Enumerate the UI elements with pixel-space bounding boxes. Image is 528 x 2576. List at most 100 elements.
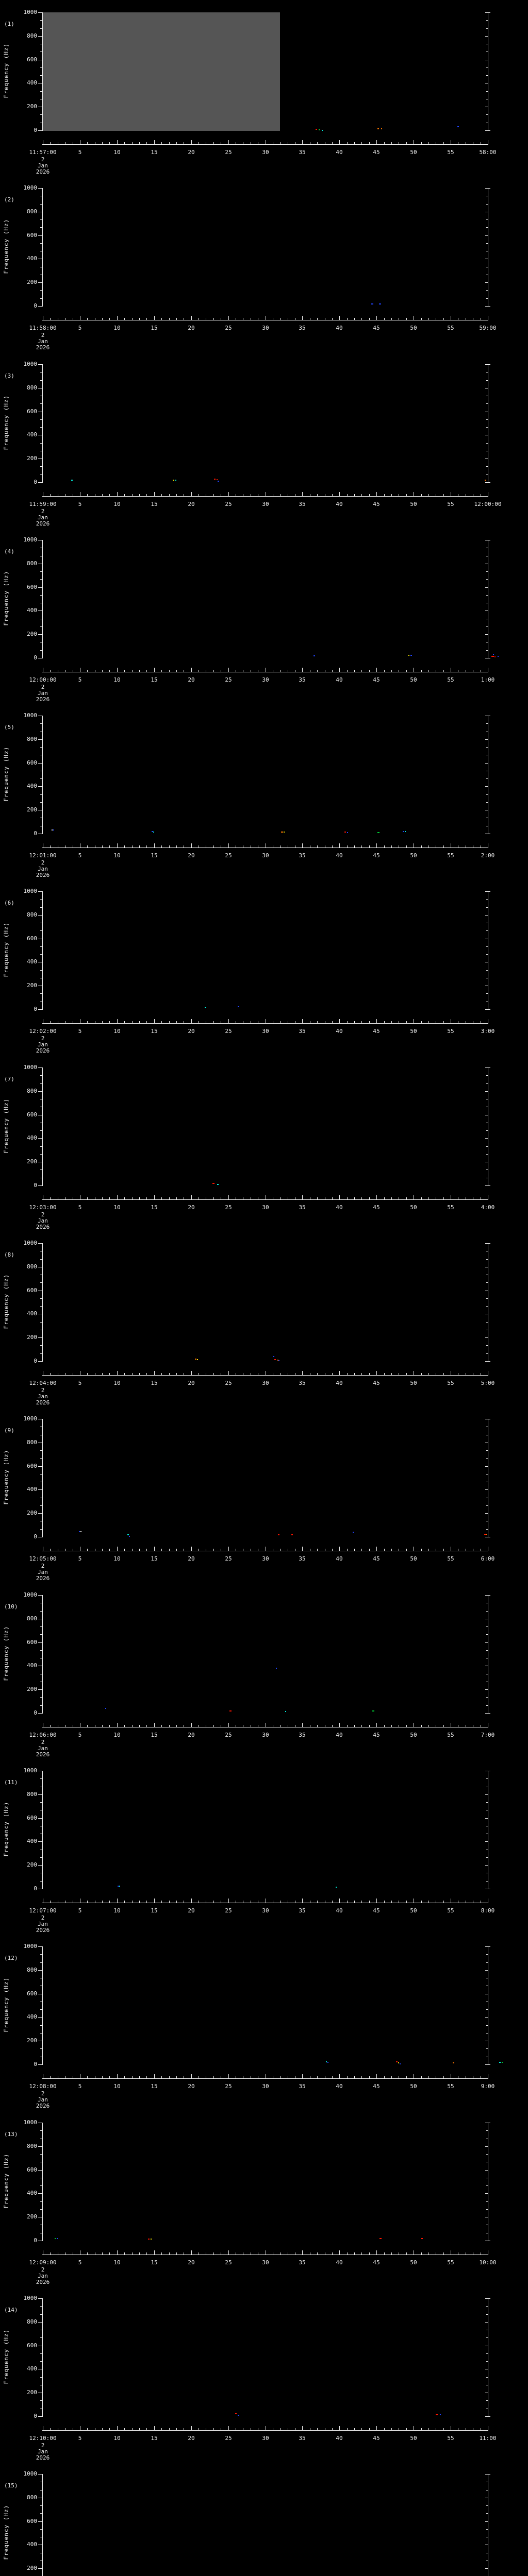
frequency-axis-title: Frequency (Hz) [3,1449,10,1505]
y-minor-tick [40,970,42,971]
y-tick-label: 0 [34,302,37,309]
y-minor-tick [486,2400,488,2401]
y-tick-label: 600 [27,408,37,415]
y-minor-tick [40,114,42,115]
x-axis-line [42,496,488,497]
x-minor-tick [317,494,318,496]
x-start-time-label: 12:05:00 [29,1555,57,1562]
y-major-tick [38,2416,42,2417]
x-minor-tick [161,1901,162,1903]
x-start-time-label: 12:04:00 [29,1380,57,1386]
x-tick-label: 45 [373,501,380,507]
x-tick-label: 50 [410,2435,417,2442]
spectrogram-panel: (9) Frequency (Hz) 1000 800 600 400 200 0 12:05:… [0,1406,528,1583]
x-tick-label: 15 [151,501,158,507]
y-tick-label: 1000 [23,888,38,894]
y-tick-label: 600 [27,1287,37,1294]
y-tick-label: 0 [34,1709,37,1716]
x-major-tick [154,1723,155,1727]
y-axis-line [42,2298,43,2417]
y-major-tick [485,1713,488,1714]
y-minor-tick [486,1146,488,1147]
right-axis-cap [488,1946,490,1947]
x-axis-line [42,2078,488,2079]
x-minor-tick [443,670,444,672]
x-minor-tick [87,670,88,672]
y-major-tick [485,915,488,916]
x-minor-tick [132,1901,133,1903]
x-tick-label: 25 [225,1907,232,1914]
x-minor-tick [176,1725,177,1727]
x-tick-label: 10 [113,1555,121,1562]
x-start-time-label: 12:10:00 [29,2435,57,2442]
x-minor-tick [213,2252,214,2255]
x-tick-label: 10 [113,1380,121,1386]
y-tick-label: 800 [27,32,37,39]
x-major-tick [117,843,118,848]
x-tick-label: 35 [299,1028,306,1035]
x-tick-label: 25 [225,149,232,156]
y-tick-label: 200 [27,103,37,110]
x-minor-tick [384,1901,385,1903]
x-minor-tick [132,1021,133,1023]
x-tick-label: 50 [410,149,417,156]
frequency-axis-title: Frequency (Hz) [3,43,10,98]
x-minor-tick [384,1021,385,1023]
y-minor-tick [486,579,488,580]
x-tick-label: 50 [410,501,417,507]
date-label: 2 [41,1563,45,1569]
spectral-event-marker [238,2415,239,2416]
x-minor-tick [161,670,162,672]
x-minor-tick [132,2252,133,2255]
frequency-axis-title: Frequency (Hz) [3,395,10,450]
x-tick-label: 30 [262,149,269,156]
x-minor-tick [369,670,370,672]
y-tick-label: 0 [34,654,37,661]
x-minor-tick [317,670,318,672]
x-minor-tick [332,494,333,496]
y-tick-label: 200 [27,2037,37,2044]
y-minor-tick [40,595,42,596]
x-major-tick [117,2074,118,2078]
x-minor-tick [50,2076,51,2078]
x-tick-label: 5 [78,1380,82,1386]
y-major-tick [38,915,42,916]
y-major-tick [38,130,42,131]
y-tick-label: 600 [27,1990,37,1997]
x-tick-label: 55 [447,1380,454,1386]
y-minor-tick [40,427,42,428]
y-tick-label: 200 [27,2389,37,2396]
x-major-tick [376,140,377,144]
spectral-event-marker [57,2238,58,2239]
date-label: 2 [41,332,45,338]
x-tick-label: 35 [299,1380,306,1386]
y-major-tick [38,235,42,236]
x-tick-label: 50 [410,1028,417,1035]
x-major-tick [302,1371,303,1375]
y-tick-label: 1000 [23,2119,38,2126]
y-minor-tick [40,1802,42,1803]
y-minor-tick [40,1458,42,1459]
x-minor-tick [391,1549,392,1551]
y-major-tick [38,891,42,892]
y-major-tick [38,1841,42,1842]
spectral-event-marker [499,2062,501,2063]
spectral-event-marker [212,1183,214,1184]
x-tick-label: 20 [188,1204,195,1211]
panel-index-label: (10) [4,1603,18,1610]
y-tick-label: 400 [27,1662,37,1669]
y-minor-tick [486,2130,488,2131]
y-minor-tick [40,778,42,779]
y-tick-label: 600 [27,2342,37,2349]
x-minor-tick [109,142,110,144]
x-minor-tick [428,2076,429,2078]
x-start-time-label: 12:09:00 [29,2259,57,2266]
x-minor-tick [213,494,214,496]
x-minor-tick [421,1373,422,1375]
x-minor-tick [139,318,140,320]
panel-index-label: (14) [4,2307,18,2313]
x-minor-tick [124,2076,125,2078]
spectrogram-panel: (2) Frequency (Hz) 1000 800 600 400 200 0 11:58:… [0,176,528,352]
y-minor-tick [40,899,42,900]
date-label: 2026 [36,1399,50,1406]
